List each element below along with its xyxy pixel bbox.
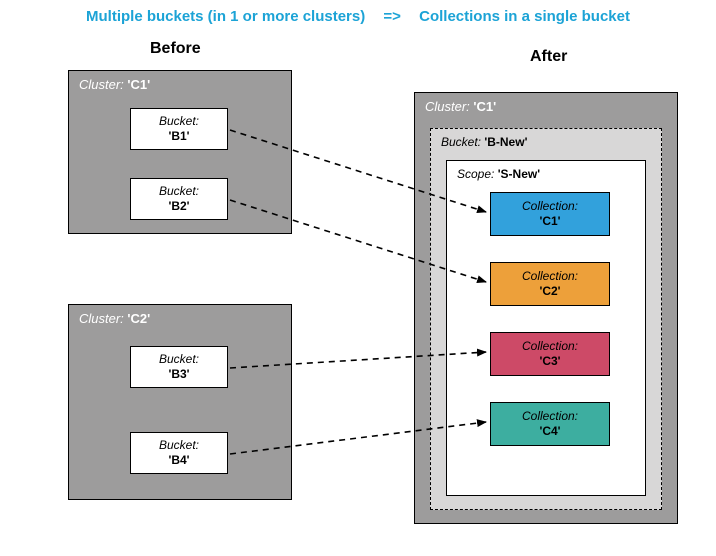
cluster-label: Cluster: 'C1' [79, 77, 150, 92]
title-arrow: => [383, 8, 401, 25]
title-right: Collections in a single bucket [419, 8, 630, 25]
bucket-box: Bucket:'B3' [130, 346, 228, 388]
title-left: Multiple buckets (in 1 or more clusters) [86, 8, 365, 25]
collection-box-2: Collection:'C2' [490, 262, 610, 306]
bucket-box: Bucket:'B4' [130, 432, 228, 474]
collection-box-3: Collection:'C3' [490, 332, 610, 376]
after-header: After [530, 48, 567, 66]
diagram-title: Multiple buckets (in 1 or more clusters)… [0, 8, 716, 25]
collection-box-1: Collection:'C1' [490, 192, 610, 236]
cluster-label: Cluster: 'C1' [425, 99, 496, 114]
scope-layer-label: Scope: 'S-New' [457, 167, 540, 181]
before-header: Before [150, 40, 201, 58]
bucket-layer-label: Bucket: 'B-New' [441, 135, 527, 149]
cluster-label: Cluster: 'C2' [79, 311, 150, 326]
bucket-box: Bucket:'B1' [130, 108, 228, 150]
collection-box-4: Collection:'C4' [490, 402, 610, 446]
bucket-box: Bucket:'B2' [130, 178, 228, 220]
